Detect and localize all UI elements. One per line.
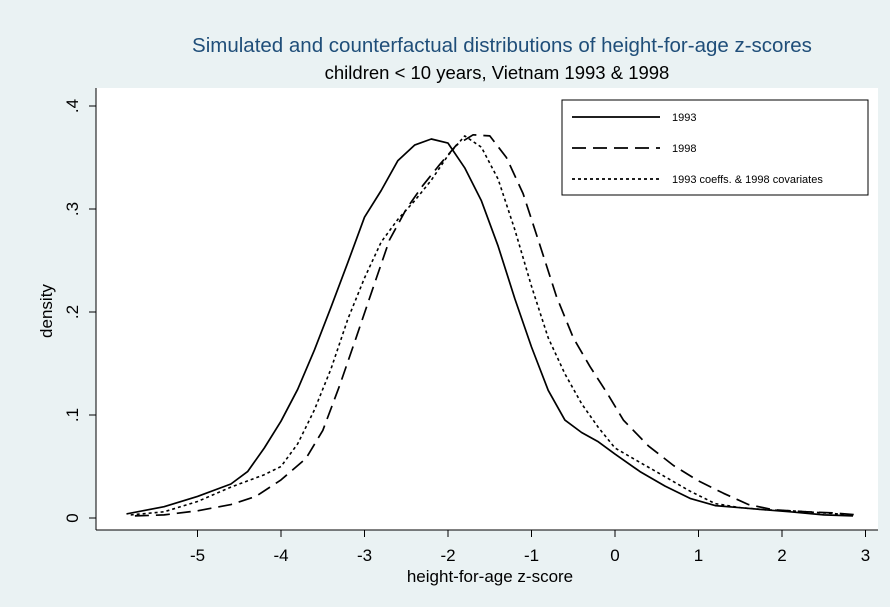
legend-label: 1993: [672, 112, 696, 124]
y-axis-label: density: [37, 284, 56, 338]
y-tick-label: .4: [63, 99, 82, 113]
x-tick-label: 0: [610, 546, 619, 565]
legend-label: 1993 coeffs. & 1998 covariates: [672, 174, 823, 186]
chart-title: Simulated and counterfactual distributio…: [192, 34, 812, 57]
chart-subtitle: children < 10 years, Vietnam 1993 & 1998: [325, 62, 670, 83]
x-tick-label: -3: [357, 546, 372, 565]
x-tick-label: -1: [524, 546, 539, 565]
x-tick-label: -2: [440, 546, 455, 565]
legend-label: 1998: [672, 143, 696, 155]
series-line-1998: [134, 133, 858, 517]
x-tick-label: -4: [273, 546, 288, 565]
x-tick-label: 3: [861, 546, 870, 565]
x-tick-label: -5: [190, 546, 205, 565]
x-tick-label: 1: [694, 546, 703, 565]
y-tick-label: .3: [63, 202, 82, 216]
y-tick-label: .2: [63, 305, 82, 319]
x-tick-label: 2: [777, 546, 786, 565]
series-line-1993: [126, 138, 854, 517]
legend-box: [561, 99, 869, 196]
y-tick-label: 0: [63, 513, 82, 522]
y-tick-label: .1: [63, 408, 82, 422]
x-axis-label: height-for-age z-score: [407, 567, 573, 586]
